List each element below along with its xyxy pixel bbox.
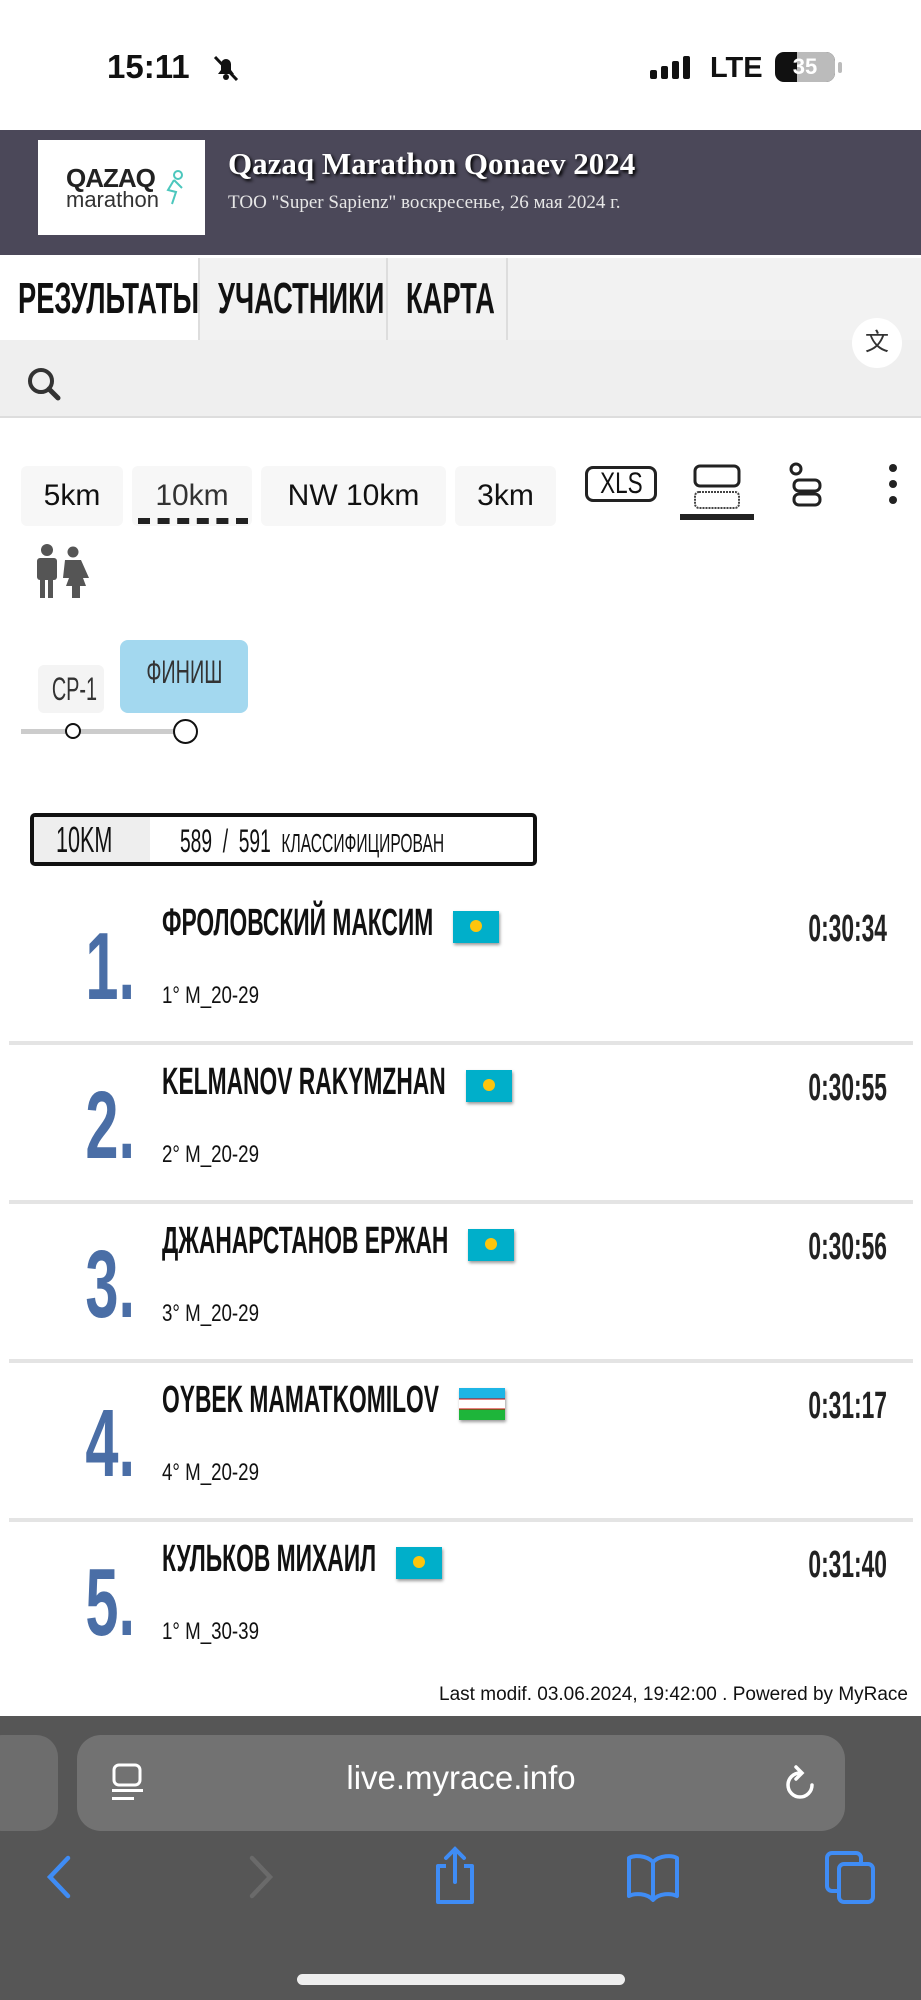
flag-icon-kz (396, 1547, 443, 1579)
status-time: 15:11 (107, 48, 190, 85)
finish-time: 0:31:17 (808, 1385, 887, 1427)
classified-label: КЛАССИФИЦИРОВАН (281, 828, 445, 858)
forward-icon[interactable] (246, 1854, 276, 1900)
classified-count: 589 (180, 823, 213, 859)
athlete-name[interactable]: КУЛЬКОВ МИХАИЛ (162, 1538, 377, 1580)
category-rank: 2° M_20-29 (162, 1141, 259, 1168)
flag-icon-kz (468, 1229, 515, 1261)
rank-number: 3. (85, 1231, 135, 1338)
tab-label: РЕЗУЛЬТАТЫ (18, 274, 200, 323)
translate-icon: 文 (865, 329, 889, 356)
flag-icon-kz (453, 911, 500, 943)
category-rank: 3° M_20-29 (162, 1300, 259, 1327)
search-bar[interactable] (0, 340, 921, 418)
runner-icon (166, 170, 183, 205)
reader-icon[interactable] (111, 1763, 145, 1803)
tab-label: КАРТА (406, 274, 495, 323)
tabs-icon[interactable] (824, 1850, 876, 1904)
card-view-icon[interactable] (680, 464, 756, 524)
signal-icon (650, 56, 690, 79)
translate-button[interactable]: 文 (852, 318, 902, 368)
row-divider (9, 1041, 913, 1045)
category-rank: 4° M_20-29 (162, 1459, 259, 1486)
tab-participants[interactable]: УЧАСТНИКИ (200, 258, 388, 340)
footer-last-modified: Last modif. 03.06.2024, 19:42:00 . Power… (439, 1684, 908, 1705)
event-header: QAZAQ marathon Qazaq Marathon Qonaev 202… (0, 130, 921, 255)
finish-time: 0:31:40 (808, 1544, 887, 1586)
finish-time: 0:30:56 (808, 1226, 887, 1268)
search-icon (28, 368, 61, 401)
rank-number: 4. (85, 1390, 135, 1497)
rank-number: 2. (85, 1072, 135, 1179)
slider-point-finish[interactable] (173, 719, 198, 744)
distance-5km[interactable]: 5km (21, 466, 123, 526)
checkpoint-slider-track[interactable] (21, 729, 191, 734)
battery-level: 35 (792, 54, 818, 79)
row-divider (9, 1518, 913, 1522)
home-indicator (297, 1974, 625, 1985)
share-icon[interactable] (432, 1846, 478, 1906)
checkpoint-finish[interactable]: ФИНИШ (120, 640, 248, 713)
network-type: LTE (710, 52, 763, 84)
flag-icon-kz (465, 1070, 512, 1102)
distance-10km[interactable]: 10km (132, 466, 252, 526)
finish-time: 0:30:34 (808, 908, 887, 950)
finish-time: 0:30:55 (808, 1067, 887, 1109)
reload-icon[interactable] (782, 1765, 818, 1803)
gender-filter-icon[interactable] (32, 544, 92, 600)
total-count: 591 (238, 823, 271, 859)
row-divider (9, 1359, 913, 1363)
bookmarks-icon[interactable] (626, 1852, 680, 1902)
distance-3km[interactable]: 3km (455, 466, 556, 526)
athlete-name[interactable]: KELMANOV RAKYMZHAN (162, 1061, 446, 1103)
logo-text-bottom: marathon (66, 186, 159, 212)
checkpoint-label: ФИНИШ (145, 654, 223, 690)
athlete-name[interactable]: ФРОЛОВСКИЙ МАКСИМ (162, 902, 434, 944)
xls-label: XLS (599, 467, 643, 500)
distance-nw-10km[interactable]: NW 10km (261, 466, 446, 526)
checkpoint-label: CP-1 (51, 671, 98, 707)
classified-summary: 10KM 589 / 591 КЛАССИФИЦИРОВАН (30, 813, 537, 866)
summary-separator: / (222, 823, 229, 859)
url-text[interactable]: live.myrace.info (346, 1759, 576, 1796)
previous-tab-preview[interactable] (0, 1735, 58, 1831)
athlete-name[interactable]: ДЖАНАРСТАНОВ ЕРЖАН (162, 1220, 449, 1262)
category-rank: 1° M_30-39 (162, 1618, 259, 1645)
tab-results[interactable]: РЕЗУЛЬТАТЫ (0, 258, 200, 340)
tab-label: УЧАСТНИКИ (218, 274, 385, 323)
rank-number: 1. (85, 913, 135, 1020)
summary-distance: 10KM (56, 819, 113, 860)
battery-icon: 35 (775, 52, 835, 82)
event-subtitle: ТОО "Super Sapienz" воскресенье, 26 мая … (228, 192, 621, 213)
flag-icon-uz (458, 1388, 505, 1420)
back-icon[interactable] (44, 1854, 74, 1900)
nav-tabs: РЕЗУЛЬТАТЫ УЧАСТНИКИ КАРТА (0, 258, 921, 340)
tab-map[interactable]: КАРТА (388, 258, 508, 340)
rank-number: 5. (85, 1549, 135, 1656)
selected-distance-indicator (138, 518, 248, 524)
event-logo: QAZAQ marathon (38, 140, 205, 235)
row-divider (9, 1200, 913, 1204)
checkpoint-cp-1[interactable]: CP-1 (38, 665, 104, 713)
address-bar[interactable]: live.myrace.info (77, 1735, 845, 1831)
xls-export-button[interactable]: XLS (585, 466, 657, 502)
browser-toolbar: live.myrace.info (0, 1716, 921, 2000)
logo-text-top: QAZAQ (66, 162, 156, 193)
more-options-icon[interactable] (886, 462, 900, 506)
category-rank: 1° M_20-29 (162, 982, 259, 1009)
bell-slash-icon (213, 55, 239, 82)
battery-tip (838, 62, 842, 73)
event-title: Qazaq Marathon Qonaev 2024 (228, 146, 636, 181)
slider-point-cp-1[interactable] (65, 723, 81, 739)
athlete-name[interactable]: OYBEK MAMATKOMILOV (162, 1379, 439, 1421)
tree-view-icon[interactable] (788, 462, 828, 508)
